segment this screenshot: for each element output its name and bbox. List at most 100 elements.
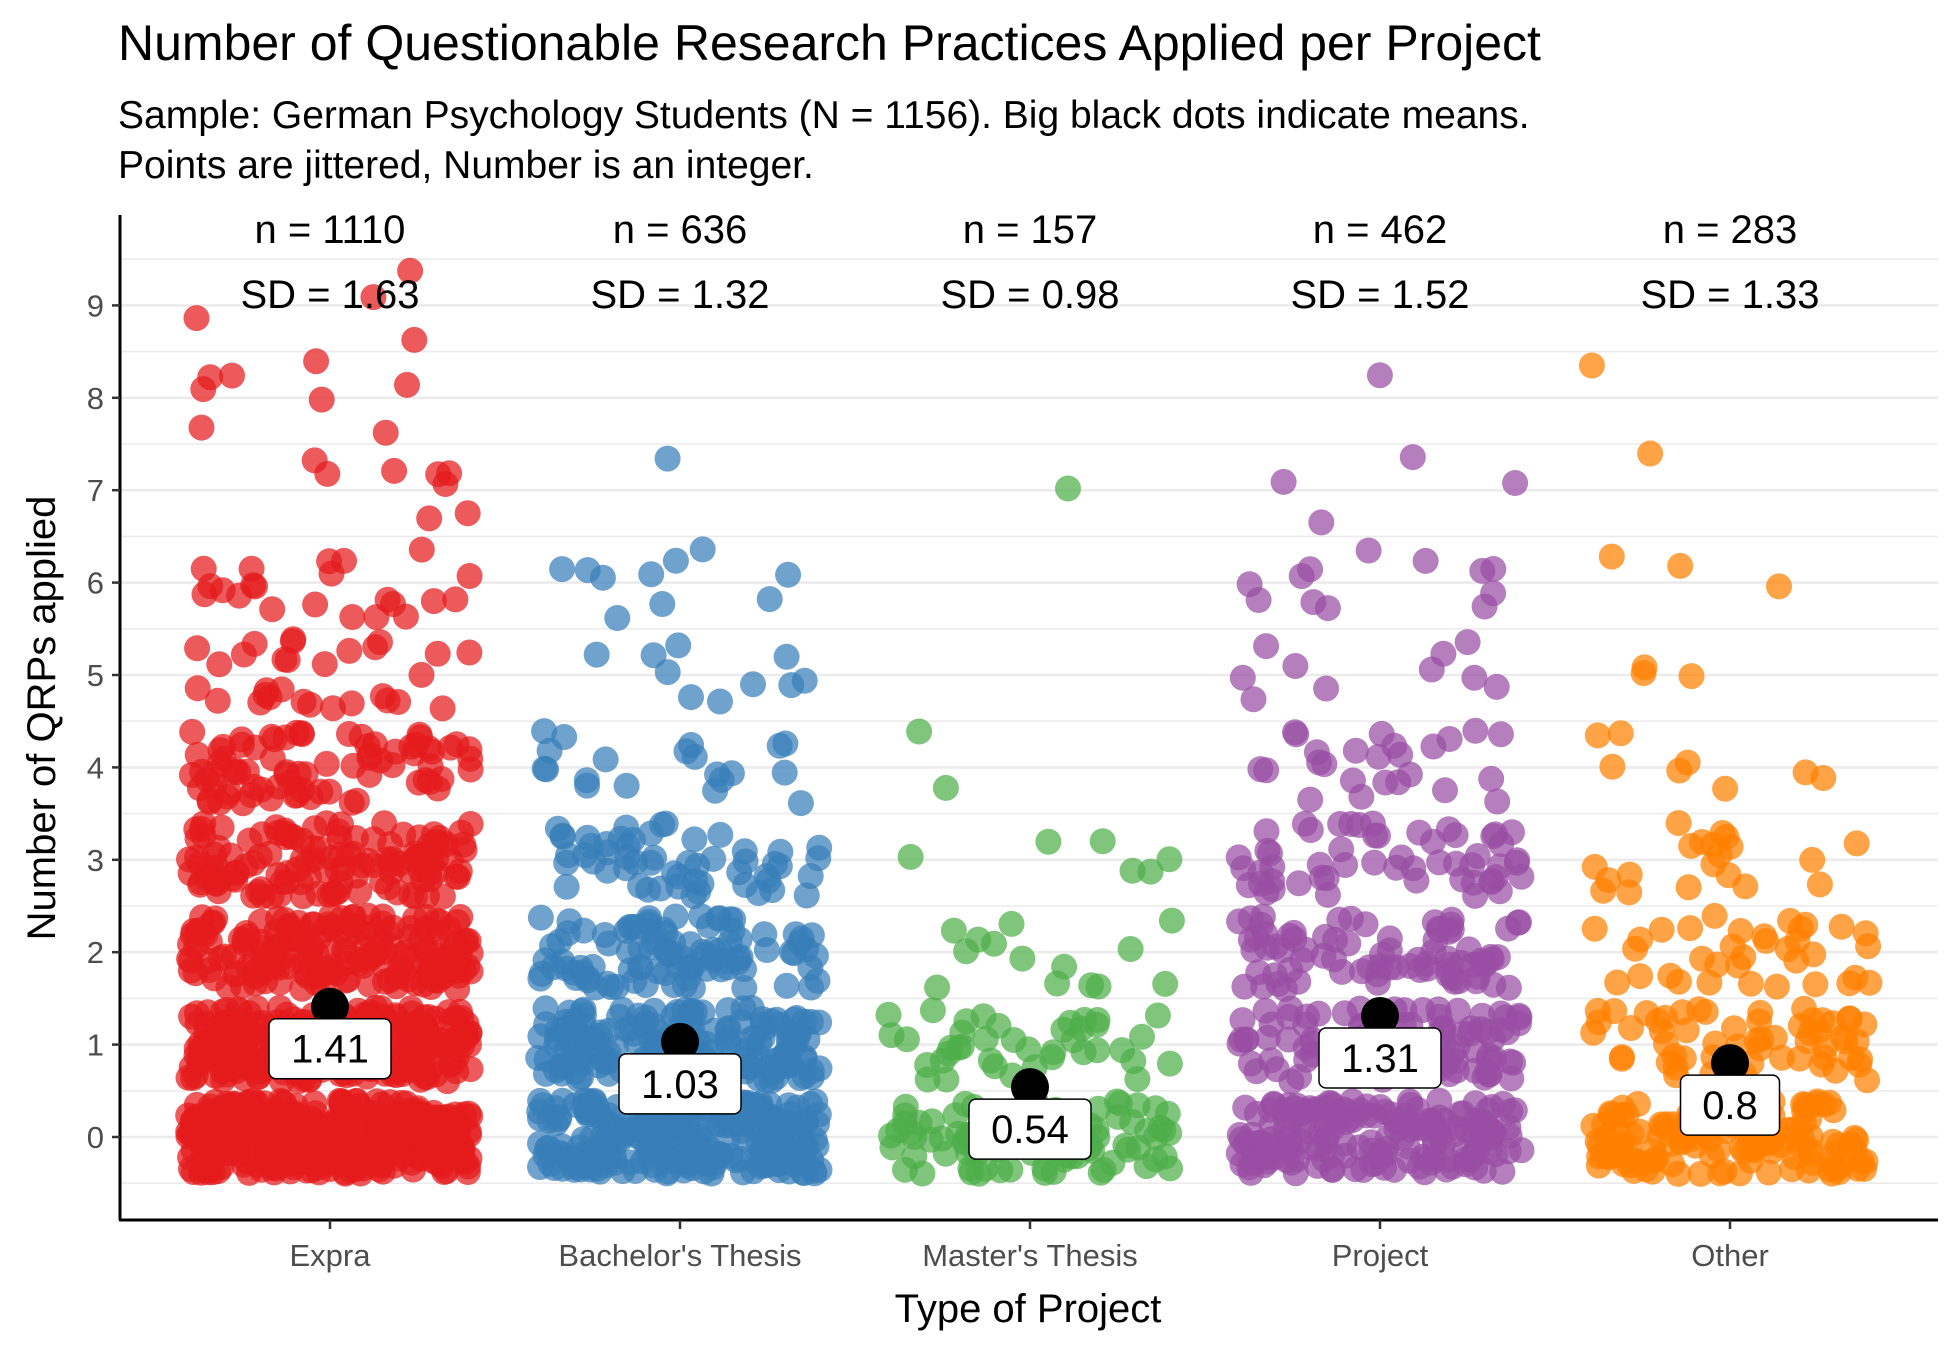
data-point xyxy=(561,1008,588,1034)
data-point xyxy=(1665,968,1692,995)
data-point xyxy=(587,1038,614,1065)
data-point xyxy=(1462,717,1489,744)
data-point xyxy=(240,572,267,599)
data-point xyxy=(410,971,437,998)
data-point xyxy=(1119,857,1146,884)
data-point xyxy=(282,782,309,809)
data-point xyxy=(1089,828,1116,855)
data-point xyxy=(1134,1118,1161,1144)
data-point xyxy=(1721,1015,1747,1042)
data-point xyxy=(1489,1158,1516,1185)
data-point xyxy=(1228,1126,1255,1153)
data-point xyxy=(290,688,317,715)
data-point xyxy=(957,1155,984,1182)
data-point xyxy=(584,1095,611,1122)
data-point xyxy=(444,909,471,936)
data-point xyxy=(561,1058,588,1085)
y-axis-ticks: 0 1 2 3 4 5 6 7 8 9 xyxy=(87,288,120,1155)
data-point xyxy=(914,1066,941,1093)
x-tick-label: Master's Thesis xyxy=(922,1238,1138,1273)
data-point xyxy=(457,811,484,837)
data-point xyxy=(219,362,245,389)
data-point xyxy=(227,1045,254,1072)
data-point xyxy=(1253,818,1280,845)
data-point xyxy=(1237,1050,1264,1077)
data-point xyxy=(773,972,800,999)
data-point xyxy=(341,1151,368,1178)
data-point xyxy=(398,1149,425,1176)
data-point xyxy=(1319,1092,1346,1119)
data-point xyxy=(1471,593,1498,620)
data-point xyxy=(1229,1007,1256,1034)
data-point xyxy=(442,1101,469,1128)
data-point xyxy=(188,414,215,441)
data-point xyxy=(531,755,558,782)
mean-dot xyxy=(1361,996,1399,1035)
data-point xyxy=(924,974,951,1001)
data-point xyxy=(1226,1030,1253,1057)
data-point xyxy=(1342,737,1369,764)
data-point xyxy=(1469,557,1496,584)
data-point xyxy=(1777,907,1804,934)
data-point xyxy=(771,759,798,786)
data-point xyxy=(998,910,1025,937)
data-point xyxy=(654,445,681,472)
data-point xyxy=(689,536,716,563)
data-point xyxy=(1843,830,1870,857)
data-point xyxy=(311,651,338,678)
data-point xyxy=(1677,915,1704,942)
group-sd-label: SD = 0.98 xyxy=(940,273,1119,317)
data-point xyxy=(313,750,340,777)
data-point xyxy=(1335,930,1362,957)
data-point xyxy=(892,1156,918,1183)
mean-label: 1.03 xyxy=(641,1063,719,1107)
data-point xyxy=(456,736,483,763)
y-tick-label: 7 xyxy=(87,473,104,508)
data-point xyxy=(372,419,399,446)
x-tick-label: Bachelor's Thesis xyxy=(558,1238,801,1273)
data-point xyxy=(649,811,675,838)
data-point xyxy=(346,879,373,905)
data-point xyxy=(256,840,283,867)
data-point xyxy=(1852,920,1879,947)
data-point xyxy=(1269,937,1295,964)
data-point xyxy=(422,1061,449,1088)
data-point xyxy=(1432,777,1458,804)
data-point xyxy=(554,920,581,947)
data-point xyxy=(1444,997,1471,1024)
data-point xyxy=(249,940,276,967)
data-point xyxy=(1245,587,1272,613)
data-point xyxy=(614,1119,641,1146)
data-point xyxy=(1484,788,1511,815)
data-point xyxy=(549,556,576,583)
data-point xyxy=(1426,1104,1453,1131)
data-point xyxy=(1609,1094,1636,1121)
data-point xyxy=(443,863,469,890)
data-point xyxy=(681,743,708,770)
data-point xyxy=(204,687,231,714)
data-point xyxy=(1483,673,1510,700)
data-point xyxy=(1696,969,1723,996)
data-point xyxy=(1355,537,1382,564)
data-point xyxy=(193,1036,220,1063)
data-point xyxy=(598,974,624,1001)
data-point xyxy=(1117,936,1144,962)
data-point xyxy=(234,1089,261,1116)
data-point xyxy=(953,1008,980,1035)
data-point xyxy=(1409,997,1436,1023)
data-point xyxy=(308,386,335,413)
data-point xyxy=(1368,720,1395,747)
data-point xyxy=(339,840,366,867)
data-point xyxy=(1383,854,1410,881)
data-point xyxy=(929,1047,956,1074)
data-point xyxy=(1678,832,1705,859)
data-point xyxy=(753,1067,780,1093)
data-point xyxy=(1231,973,1258,1000)
data-point xyxy=(374,687,401,714)
data-point xyxy=(1361,1102,1388,1129)
data-point xyxy=(527,1130,553,1157)
data-point xyxy=(1337,905,1364,932)
data-point xyxy=(972,1026,999,1052)
data-point xyxy=(573,767,600,794)
data-point xyxy=(592,746,619,773)
